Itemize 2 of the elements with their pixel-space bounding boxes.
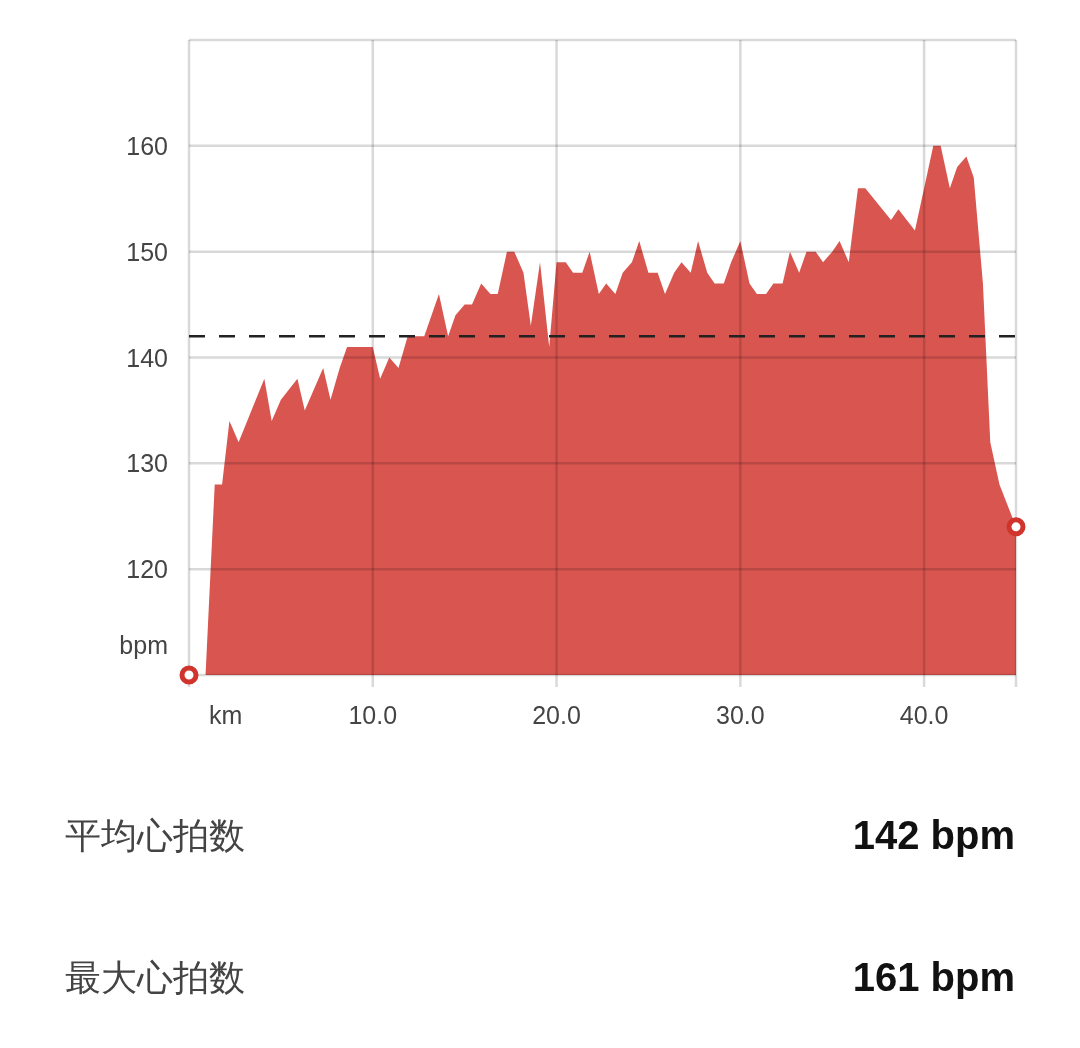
xlabel: km (209, 701, 243, 729)
ylabel: bpm (119, 631, 168, 659)
